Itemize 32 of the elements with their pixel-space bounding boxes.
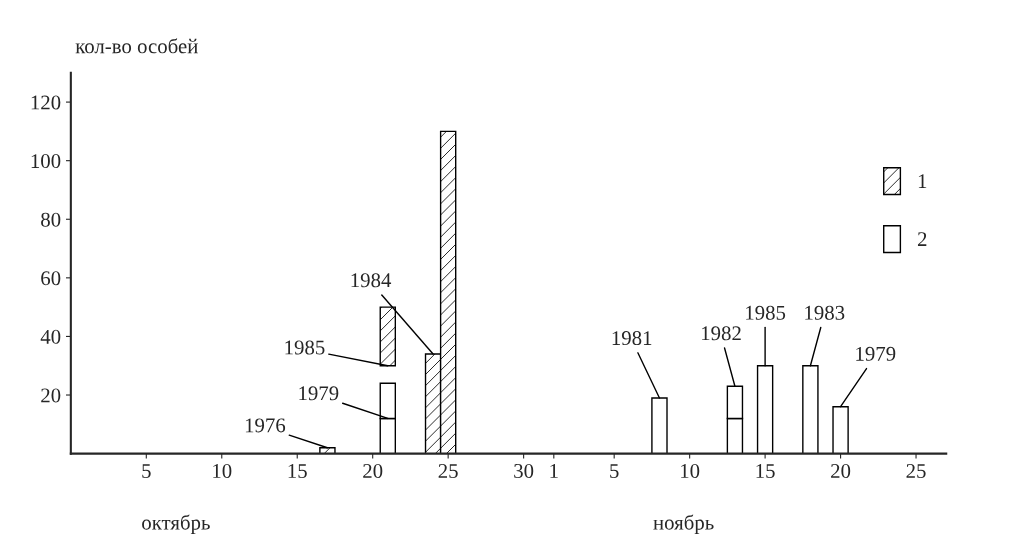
annotation: 1979	[299, 386, 339, 401]
text: октябрь	[142, 514, 210, 534]
text: ноябрь	[653, 514, 714, 534]
x-tick-label: 1	[550, 464, 558, 478]
legend-label: 1	[918, 174, 927, 188]
y-axis-title: кол-во особей	[75, 38, 198, 54]
x-tick-label: 10	[681, 463, 700, 478]
x-tick-label: 15	[756, 464, 775, 478]
annotation: 1984	[351, 273, 392, 288]
x-tick-label: 5	[610, 464, 619, 478]
x-tick-label: 25	[906, 463, 926, 478]
x-tick-label: 20	[831, 463, 851, 478]
y-tick-label: 80	[41, 212, 61, 227]
annotation: 1981	[612, 331, 652, 346]
x-tick-label: 25	[438, 463, 458, 478]
y-tick-label: 20	[41, 388, 61, 403]
x-tick-label: 10	[213, 463, 232, 478]
x-tick-label: 15	[288, 464, 307, 478]
annotation: 1983	[805, 305, 845, 320]
y-tick-label: 60	[41, 271, 61, 286]
x-tick-label: 20	[363, 463, 383, 478]
y-tick-label: 100	[31, 154, 61, 169]
annotation: 1982	[702, 326, 741, 341]
x-tick-label: 5	[142, 464, 151, 478]
y-tick-label: 40	[40, 329, 61, 344]
annotation: 1985	[746, 305, 786, 320]
annotation: 1985	[285, 340, 325, 355]
x-tick-label: 30	[514, 463, 534, 478]
legend-label: 2	[917, 232, 927, 246]
y-tick-label: 120	[31, 95, 61, 110]
annotation: 1976	[245, 418, 286, 433]
annotation: 1979	[856, 346, 896, 361]
